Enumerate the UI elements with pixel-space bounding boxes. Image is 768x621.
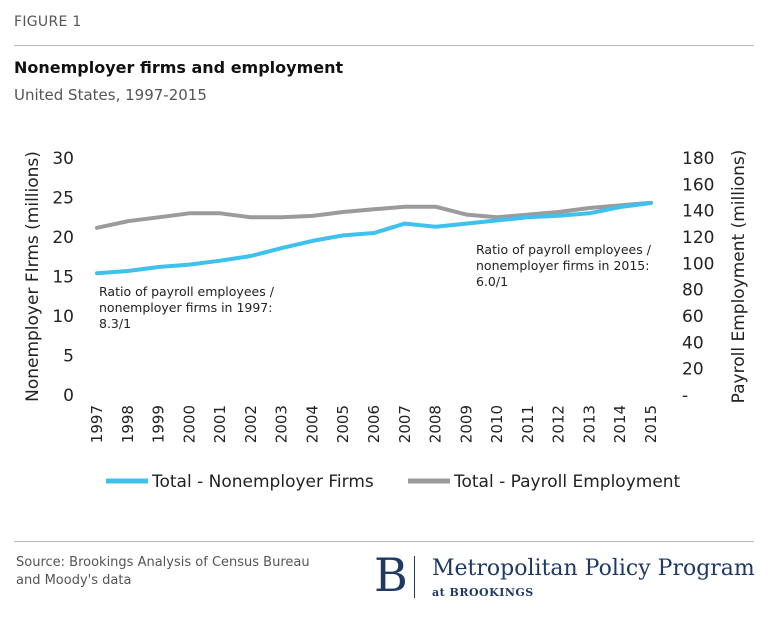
series-line-payroll-employment (95, 200, 653, 230)
x-tick-label: 2015 (642, 405, 660, 443)
y-right-tick-label: 120 (682, 228, 714, 248)
y-right-tick-label: 20 (682, 360, 704, 380)
x-tick-label: 2005 (334, 405, 352, 443)
x-tick-label: 2002 (242, 405, 260, 443)
bottom-divider (14, 541, 754, 542)
y-right-tick-label: 100 (682, 254, 714, 274)
line-chart: 0 5 10 15 20 25 30 - 20 40 60 80 100 120 140 160 180 None… (23, 149, 749, 492)
x-tick-label: 2003 (273, 405, 291, 443)
annotation-line: 6.0/1 (476, 274, 508, 289)
program-name: Metropolitan Policy Program (432, 556, 755, 581)
y-right-tick-label: 60 (682, 307, 704, 327)
y-left-tick-label: 5 (63, 347, 74, 367)
source-note: Source: Brookings Analysis of Census Bur… (16, 555, 310, 588)
series-line-nonemployer-firms (95, 201, 653, 276)
y-right-tick-label: 180 (682, 149, 714, 169)
y-right-tick-label: 80 (682, 281, 704, 301)
annotation-line: nonemployer firms in 1997: (99, 300, 272, 315)
top-divider (14, 45, 754, 46)
annotation-line: 8.3/1 (99, 316, 131, 331)
y-right-tick-label: 40 (682, 333, 704, 353)
x-tick-label: 2008 (427, 405, 445, 443)
logo-separator (414, 556, 415, 598)
y-left-tick-label: 20 (52, 228, 74, 248)
x-tick-label: 2014 (611, 405, 629, 443)
annotation-line: Ratio of payroll employees / (99, 284, 275, 299)
x-tick-label: 2001 (211, 405, 229, 443)
x-tick-label: 2004 (303, 405, 321, 443)
chart-title: Nonemployer firms and employment (14, 58, 344, 77)
program-subtitle: at BROOKINGS (432, 586, 534, 599)
x-tick-label: 2013 (580, 405, 598, 443)
y-right-tick-label: 160 (682, 175, 714, 195)
x-tick-label: 2012 (550, 405, 568, 443)
y-left-tick-label: 30 (52, 149, 74, 169)
x-tick-label: 1997 (88, 405, 106, 443)
x-tick-label: 2011 (519, 405, 537, 443)
annotation-line: nonemployer firms in 2015: (476, 258, 649, 273)
figure-label: FIGURE 1 (14, 14, 82, 30)
y-right-tick-label: - (682, 386, 688, 406)
legend-nonemployer-firms-label: Total - Nonemployer Firms (151, 472, 374, 492)
y-right-axis-label: Payroll Employment (millions) (729, 150, 749, 404)
x-tick-label: 2000 (180, 405, 198, 443)
x-tick-label: 2006 (365, 405, 383, 443)
x-tick-label: 1998 (119, 405, 137, 443)
brookings-logo-letter: B (374, 548, 408, 602)
x-tick-label: 2009 (457, 405, 475, 443)
y-left-tick-label: 10 (52, 307, 74, 327)
y-left-tick-label: 0 (63, 386, 74, 406)
y-left-tick-label: 15 (52, 268, 74, 288)
y-left-tick-label: 25 (52, 189, 74, 209)
x-tick-label: 2010 (488, 405, 506, 443)
chart-subtitle: United States, 1997-2015 (14, 86, 207, 104)
x-tick-label: 1999 (150, 405, 168, 443)
y-left-axis-label: Nonemployer FIrms (millions) (23, 151, 43, 402)
y-right-tick-label: 140 (682, 202, 714, 222)
annotation-line: Ratio of payroll employees / (476, 242, 652, 257)
x-tick-label: 2007 (396, 405, 414, 443)
legend-payroll-employment-label: Total - Payroll Employment (453, 472, 681, 492)
